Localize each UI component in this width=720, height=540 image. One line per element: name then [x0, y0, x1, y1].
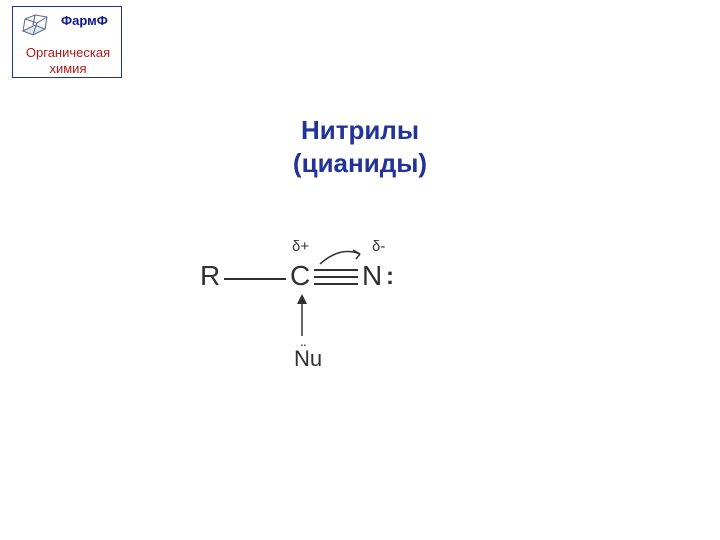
curved-arrow-icon [320, 252, 360, 264]
delta-plus: δ+ [292, 238, 309, 255]
subtitle-line1: Органическая [26, 45, 110, 60]
brand-label: ФармФ [61, 13, 108, 28]
logo-icon [17, 9, 53, 39]
header-box: ФармФ Органическая химия [12, 6, 122, 78]
title-line2: (цианиды) [293, 148, 427, 178]
lone-pair-icon: : [386, 263, 394, 291]
page-title: Нитрилы (цианиды) [0, 114, 720, 179]
atom-n: N [362, 260, 382, 292]
bonds-svg [200, 230, 450, 410]
nu-arrow-head [297, 294, 307, 304]
atom-r: R [200, 260, 220, 292]
subtitle-line2: химия [49, 61, 86, 76]
header-subtitle: Органическая химия [13, 45, 123, 76]
nucleophile-label: Nu [294, 346, 322, 372]
delta-minus: δ- [372, 238, 385, 255]
atom-c: C [290, 260, 310, 292]
nitrile-structure-diagram: R C N : δ+ δ- .. Nu [200, 230, 450, 410]
title-line1: Нитрилы [301, 115, 419, 145]
curved-arrow-head [353, 250, 360, 259]
